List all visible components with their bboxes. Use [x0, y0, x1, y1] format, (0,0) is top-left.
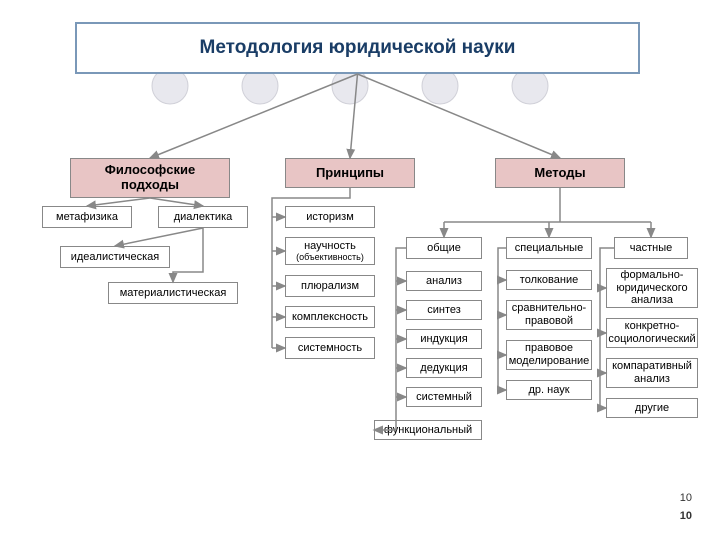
title-box: Методология юридической науки [75, 22, 640, 74]
node-text: дедукция [420, 362, 467, 375]
node-text: анализ [426, 275, 462, 288]
node-text: другие [635, 402, 669, 415]
node-comparative-analysis: компаративный анализ [606, 358, 698, 388]
node-complexity: комплексность [285, 306, 375, 328]
node-text: научность [304, 240, 356, 253]
node-text: частные [630, 242, 673, 255]
node-functional: функциональный [374, 420, 482, 440]
node-materialistic: материалистическая [108, 282, 238, 304]
node-pluralism: плюрализм [285, 275, 375, 297]
node-text: историзм [306, 211, 354, 224]
branch-label: Философские подходы [75, 163, 225, 193]
node-text: материалистическая [120, 287, 227, 300]
node-text: диалектика [174, 211, 233, 224]
node-systemic: системность [285, 337, 375, 359]
branch-philosophical: Философские подходы [70, 158, 230, 198]
node-private-other: другие [606, 398, 698, 418]
node-text: системность [298, 342, 362, 355]
node-text: комплексность [292, 311, 368, 324]
node-text: правовое моделирование [509, 342, 590, 367]
node-text: индукция [420, 333, 467, 346]
node-text: др. наук [528, 384, 569, 397]
node-deduction: дедукция [406, 358, 482, 378]
node-historism: историзм [285, 206, 375, 228]
node-text: синтез [427, 304, 461, 317]
page-number-top: 10 [680, 492, 692, 504]
node-text: сравнительно-правовой [511, 302, 587, 327]
node-sociological: конкретно-социологический [606, 318, 698, 348]
node-text: компаративный анализ [611, 360, 693, 385]
node-text: системный [416, 391, 472, 404]
node-interpretation: толкование [506, 270, 592, 290]
node-special-other: др. наук [506, 380, 592, 400]
node-methods-private: частные [614, 237, 688, 259]
branch-methods: Методы [495, 158, 625, 188]
branch-label: Методы [534, 166, 585, 181]
node-methods-special: специальные [506, 237, 592, 259]
node-metaphysics: метафизика [42, 206, 132, 228]
node-text: плюрализм [301, 280, 359, 293]
node-text: функциональный [384, 424, 472, 437]
node-general-systemic: системный [406, 387, 482, 407]
branch-principles: Принципы [285, 158, 415, 188]
title-text: Методология юридической науки [200, 37, 516, 59]
node-subtext: (объективность) [296, 252, 364, 262]
node-text: специальные [515, 242, 583, 255]
node-text: толкование [520, 274, 578, 287]
node-modeling: правовое моделирование [506, 340, 592, 370]
node-text: идеалистическая [71, 251, 160, 264]
node-methods-general: общие [406, 237, 482, 259]
node-dialectics: диалектика [158, 206, 248, 228]
node-science: научность (объективность) [285, 237, 375, 265]
node-text: метафизика [56, 211, 118, 224]
node-comparative-legal: сравнительно-правовой [506, 300, 592, 330]
node-analysis: анализ [406, 271, 482, 291]
node-text: конкретно-социологический [608, 320, 695, 345]
node-text: общие [427, 242, 461, 255]
node-induction: индукция [406, 329, 482, 349]
node-text: формально-юридического анализа [611, 269, 693, 307]
node-synthesis: синтез [406, 300, 482, 320]
branch-label: Принципы [316, 166, 384, 181]
node-formal-legal: формально-юридического анализа [606, 268, 698, 308]
node-idealistic: идеалистическая [60, 246, 170, 268]
page-number-bottom: 10 [680, 510, 692, 522]
